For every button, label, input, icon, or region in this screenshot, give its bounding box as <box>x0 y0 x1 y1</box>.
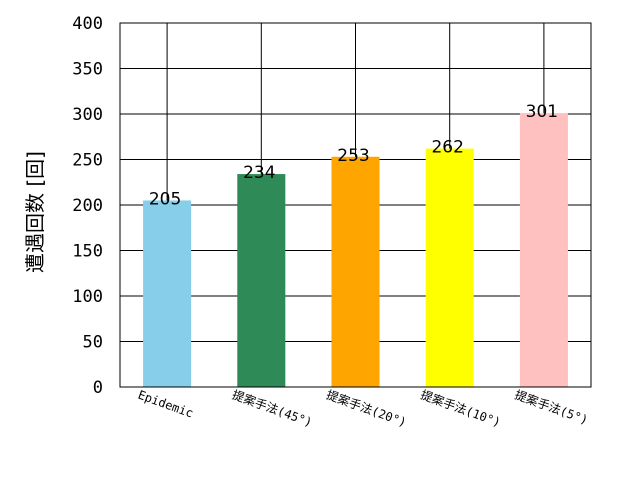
y-tick-label: 100 <box>72 287 103 307</box>
x-tick-label: 提案手法(10°) <box>419 387 503 430</box>
x-tick-labels: Epidemic 提案手法(45°) 提案手法(20°) 提案手法(10°) 提案手法(… <box>136 387 590 430</box>
x-tick-label: 提案手法(45°) <box>230 387 314 430</box>
bar-3 <box>425 148 474 387</box>
x-tick-label: 提案手法(20°) <box>324 387 408 430</box>
bars <box>143 113 568 387</box>
y-tick-label: 150 <box>72 242 103 262</box>
y-axis-label: 遭遇回数 [回] <box>23 151 47 273</box>
y-tick-label: 400 <box>72 14 103 34</box>
y-tick-label: 50 <box>83 333 103 353</box>
data-label: 301 <box>526 102 558 122</box>
data-label: 253 <box>337 146 369 166</box>
x-tick-label: 提案手法(5°) <box>513 387 590 427</box>
plot-frame <box>119 22 592 388</box>
data-label: 262 <box>431 138 463 158</box>
y-tick-labels: 0 50 100 150 200 250 300 350 400 <box>72 14 103 398</box>
bar-1 <box>237 174 286 387</box>
data-labels: 205 234 253 262 301 <box>149 102 558 209</box>
bar-0 <box>143 200 192 387</box>
bar-2 <box>331 156 380 387</box>
data-label: 205 <box>149 189 181 209</box>
y-tick-label: 250 <box>72 151 103 171</box>
y-tick-label: 300 <box>72 105 103 125</box>
x-tick-label: Epidemic <box>136 388 195 421</box>
y-tick-label: 0 <box>93 378 103 398</box>
bar-4 <box>519 113 568 387</box>
data-label: 234 <box>243 163 275 183</box>
y-tick-label: 200 <box>72 196 103 216</box>
y-tick-label: 350 <box>72 60 103 80</box>
